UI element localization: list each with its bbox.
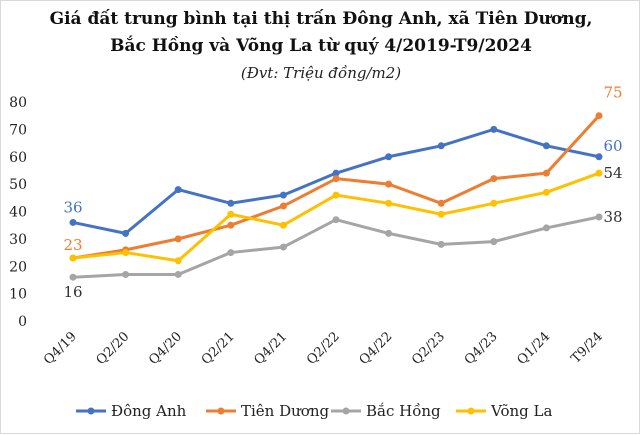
data-point [279,243,287,251]
y-tick-label: 70 [9,122,27,138]
data-point [385,153,393,161]
y-tick-label: 20 [9,259,27,275]
data-label: 38 [603,208,622,226]
data-point [279,221,287,229]
legend-marker [467,407,475,415]
data-point [122,270,130,278]
legend-label: Tiên Dương [241,402,329,420]
data-point [332,216,340,224]
data-label: 36 [63,198,82,216]
legend-label: Bắc Hồng [366,402,441,420]
data-label: 23 [63,236,82,254]
data-point [437,210,445,218]
x-tick-label: Q4/19 [41,329,80,368]
data-point [332,169,340,177]
data-point [227,249,235,257]
legend-marker [217,407,225,415]
chart-title-line1: Giá đất trung bình tại thị trấn Đông Anh… [49,9,593,29]
data-point [174,270,182,278]
data-point [279,202,287,210]
data-label: 16 [63,283,82,301]
data-point [122,249,130,257]
y-tick-label: 40 [9,205,27,221]
data-point [227,221,235,229]
data-point [437,142,445,150]
x-tick-label: Q4/21 [251,329,290,368]
data-label: 54 [603,164,622,182]
data-point [595,169,603,177]
chart-subtitle: (Đvt: Triệu đồng/m2) [240,64,402,82]
x-tick-label: Q4/23 [462,329,501,368]
data-point [174,257,182,265]
data-point [385,180,393,188]
series-line-2 [72,215,600,279]
x-tick-label: Q4/20 [146,329,185,368]
y-tick-label: 10 [9,287,27,303]
data-label: 60 [603,137,622,155]
chart-title-line2: Bắc Hồng và Võng La từ quý 4/2019-T9/202… [110,36,532,56]
data-point [542,142,550,150]
data-point [122,229,130,237]
data-point [542,224,550,232]
y-tick-label: 0 [18,314,27,330]
data-point [332,191,340,199]
data-point [69,254,77,262]
data-point [490,238,498,246]
data-point [227,199,235,207]
data-point [490,125,498,133]
y-tick-label: 50 [9,177,27,193]
data-label: 75 [603,84,622,102]
y-tick-label: 30 [9,232,27,248]
data-point [490,199,498,207]
x-tick-label: Q1/24 [514,329,553,368]
data-point [332,175,340,183]
data-point [490,175,498,183]
x-tick-label: Q2/23 [409,329,448,368]
data-point [385,199,393,207]
x-tick-label: Q2/21 [199,329,238,368]
data-point [542,169,550,177]
data-point [279,191,287,199]
x-tick-label: Q2/20 [94,329,133,368]
legend-marker [87,407,95,415]
x-tick-label: Q2/22 [304,329,343,368]
data-point [437,240,445,248]
data-point [595,213,603,221]
y-tick-label: 80 [9,95,27,111]
data-point [174,186,182,194]
data-point [227,210,235,218]
data-point [542,188,550,196]
data-point [385,229,393,237]
data-point [595,153,603,161]
legend-label: Võng La [490,402,552,420]
x-tick-label: Q4/22 [357,329,396,368]
data-point [437,199,445,207]
data-point [69,218,77,226]
x-tick-label: T9/24 [568,329,605,366]
data-point [595,112,603,120]
data-point [69,273,77,281]
y-tick-label: 60 [9,150,27,166]
data-point [174,235,182,243]
legend-marker [342,407,350,415]
legend-label: Đông Anh [111,402,187,420]
